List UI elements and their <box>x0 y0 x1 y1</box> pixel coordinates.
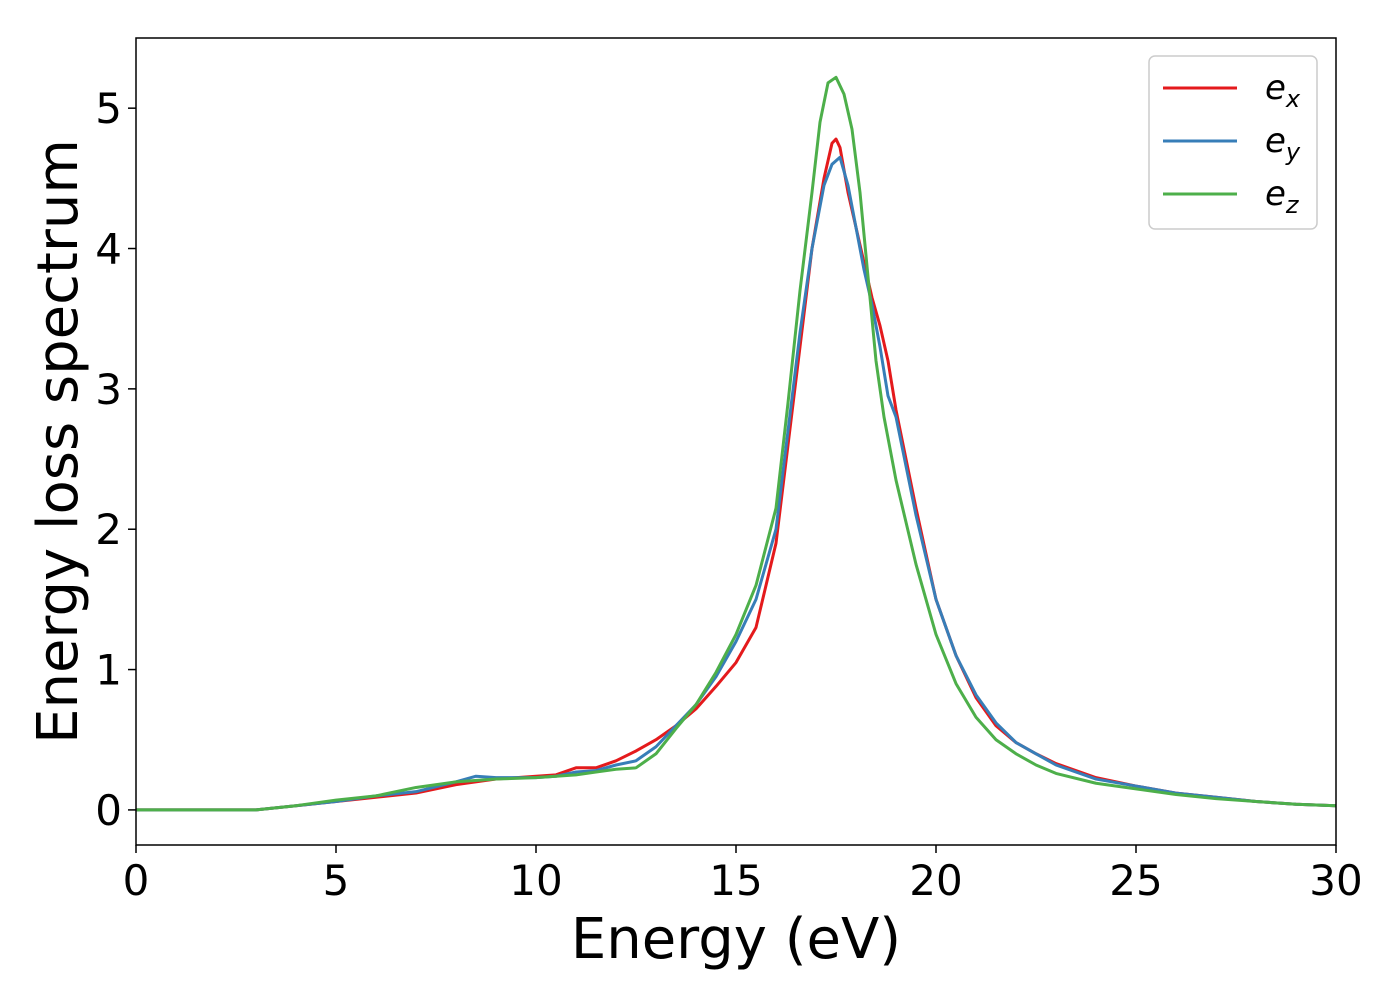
x-axis-title: Energy (eV) <box>571 907 901 972</box>
x-tick-label: 0 <box>123 856 150 905</box>
series-line-y <box>136 155 1336 812</box>
series-layer <box>136 75 1336 812</box>
x-tick-label: 5 <box>323 856 350 905</box>
y-tick-label: 3 <box>95 365 122 414</box>
y-tick-label: 2 <box>95 505 122 554</box>
y-axis: 0 1 2 3 4 5 <box>95 84 136 835</box>
x-tick-label: 30 <box>1309 856 1362 905</box>
y-tick-label: 4 <box>95 225 122 274</box>
y-tick-label: 5 <box>95 84 122 133</box>
series-line-z <box>136 75 1336 812</box>
y-tick-label: 0 <box>95 786 122 835</box>
y-axis-title: Energy loss spectrum <box>26 139 91 744</box>
x-tick-label: 15 <box>709 856 762 905</box>
x-tick-label: 20 <box>909 856 962 905</box>
x-tick-label: 10 <box>509 856 562 905</box>
series-line-x <box>136 137 1336 812</box>
y-tick-label: 1 <box>95 646 122 695</box>
x-tick-label: 25 <box>1109 856 1162 905</box>
x-axis: 0 5 10 15 20 25 30 <box>123 845 1363 905</box>
